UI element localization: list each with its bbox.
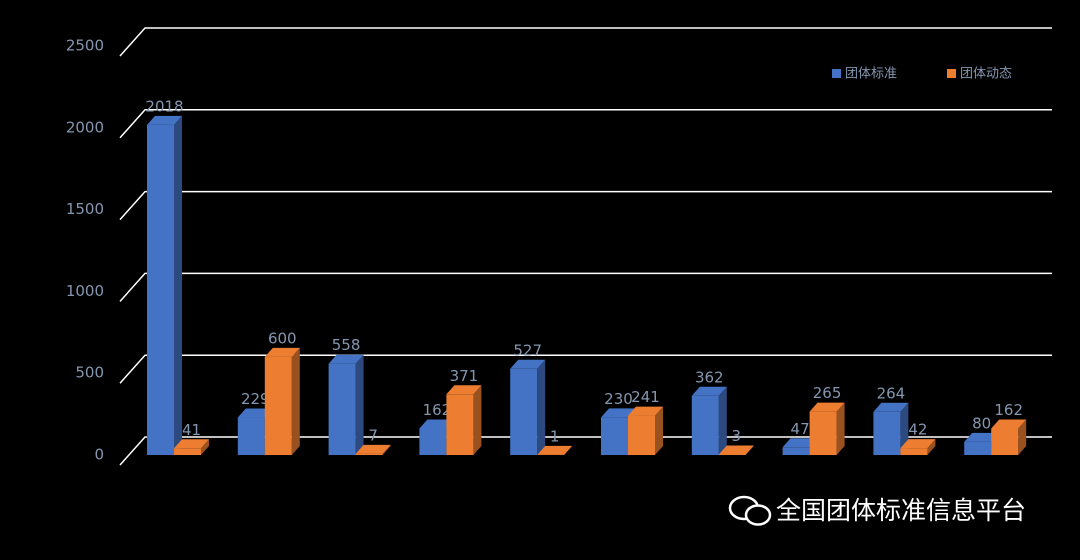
- value-label: 42: [908, 421, 927, 439]
- y-tick-label: 0: [94, 446, 104, 464]
- bar: [510, 359, 546, 455]
- watermark: 全国团体标准信息平台: [776, 496, 1026, 525]
- value-label: 230: [604, 390, 633, 408]
- bar: [628, 406, 663, 455]
- bar: [328, 354, 364, 455]
- grid-line: [119, 436, 1052, 466]
- grid-line: [119, 354, 1052, 384]
- value-label: 229: [241, 390, 270, 408]
- legend-label: 团体标准: [845, 67, 897, 82]
- bar: [174, 439, 209, 455]
- y-tick-label: 1000: [66, 282, 104, 300]
- value-label: 371: [450, 367, 479, 385]
- grid-line: [119, 27, 1052, 57]
- legend-swatch: [947, 69, 956, 78]
- value-label: 600: [268, 329, 297, 347]
- bar: [537, 445, 573, 455]
- y-tick-label: 500: [75, 364, 104, 382]
- value-label: 241: [631, 388, 660, 406]
- grid-line: [119, 190, 1052, 221]
- bar: [691, 386, 727, 455]
- bar: [900, 439, 936, 455]
- bar: [873, 402, 909, 455]
- value-label: 362: [695, 368, 724, 386]
- y-tick-label: 1500: [66, 200, 104, 218]
- bar: [355, 444, 391, 455]
- value-label: 162: [994, 401, 1023, 419]
- value-label: 1: [550, 427, 560, 445]
- wechat-icon: [728, 495, 772, 526]
- y-tick-label: 2500: [66, 37, 104, 55]
- legend-swatch: [832, 69, 841, 78]
- legend-label: 团体动态: [960, 67, 1012, 82]
- value-label: 3: [732, 427, 742, 445]
- grid-line: [119, 109, 1052, 139]
- value-label: 7: [368, 426, 378, 444]
- bar: [809, 402, 845, 455]
- value-label: 527: [513, 341, 542, 359]
- value-label: 558: [332, 336, 361, 354]
- value-label: 47: [791, 420, 810, 438]
- value-label: 264: [877, 384, 906, 402]
- y-tick-label: 2000: [66, 118, 104, 136]
- bar: [718, 445, 754, 455]
- value-label: 2018: [145, 97, 183, 115]
- value-label: 162: [423, 401, 452, 419]
- bar: [991, 419, 1027, 455]
- bar: [601, 408, 636, 455]
- value-label: 80: [972, 414, 991, 432]
- value-label: 265: [813, 384, 842, 402]
- value-label: 41: [182, 421, 201, 439]
- grid-line: [119, 272, 1052, 302]
- bar: [264, 347, 300, 455]
- bar: [446, 385, 482, 455]
- bar: [147, 115, 182, 456]
